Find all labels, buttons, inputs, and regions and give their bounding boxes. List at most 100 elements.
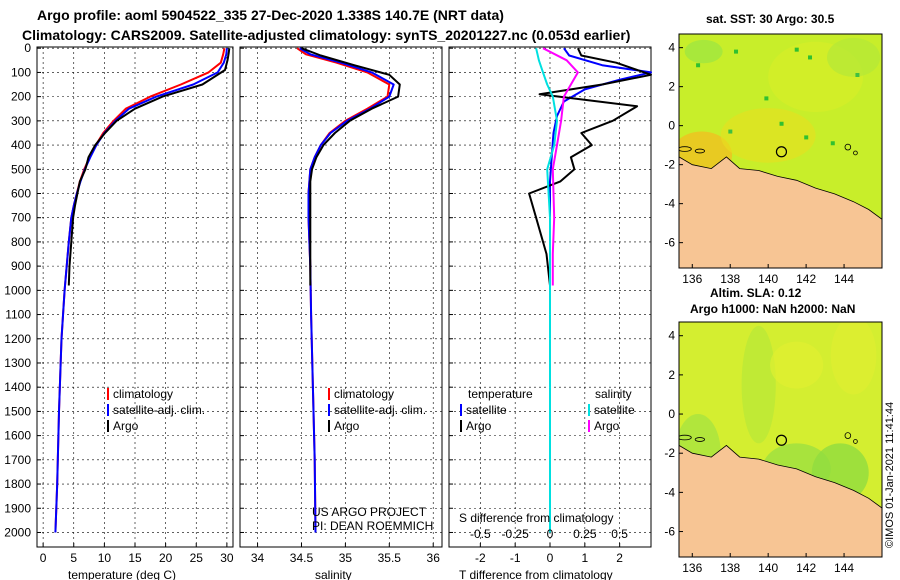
sst-map-lat-label: -2 [664,158,675,172]
depth-tick-label: 1000 [4,283,31,297]
sst-map-field-patch [826,37,881,77]
temperature-x-ticks: 0 5 10 15 20 25 30 [40,551,234,565]
legend-label: satellite [466,403,507,417]
credit-line-2: PI: DEAN ROEMMICH [312,519,433,533]
sst-map-speck [855,73,860,77]
depth-tick-label: 1100 [5,308,31,322]
sst-map-lat-label: -6 [664,236,675,250]
depth-tick-label: 1200 [4,332,31,346]
depth-tick-label: 1900 [4,501,31,515]
salinity-panel [239,46,443,548]
depth-axis: 0 100 200 300 400 500 600 700 800 900 1000 1100 1200… [4,41,31,539]
sst-map-speck [794,47,799,52]
temperature-tick-label: 0 [40,551,47,565]
sst-map-island [679,146,692,152]
sst-map-island [694,148,706,154]
difference-panel [448,46,652,548]
series-line-climatology [54,48,226,533]
height-map-lon-label: 138 [720,561,740,575]
salinity-tick-label: 34 [251,551,265,565]
height-map-field-patch [741,325,776,444]
temperature-tick-label: 30 [220,551,234,565]
temperature-tick-label: 10 [98,551,112,565]
legend-label: Argo [334,419,360,433]
sst-map-field-patch [684,39,723,64]
legend-label: Argo [466,419,492,433]
depth-tick-label: 0 [24,41,31,55]
temperature-panel [36,46,234,548]
t-diff-tick-label: 2 [616,551,623,565]
temperature-tick-label: 20 [159,551,173,565]
s-diff-label: S difference from climatology [459,511,614,525]
plot-frame [239,46,443,548]
s-diff-tick-label: -0.25 [501,527,529,541]
legend-label: climatology [113,387,173,401]
sst-map-float-marker [775,146,788,158]
depth-tick-label: 1500 [4,404,31,418]
sst-map-field-patch [720,108,816,163]
sst-map-speck [734,49,739,54]
height-map-frame [678,321,883,558]
salinity-tick-label: 35 [339,551,353,565]
depth-tick-label: 700 [11,211,31,225]
height-map-float-marker [775,434,788,446]
sst-map-speck [764,96,769,101]
sla-label: Altim. SLA: 0.12 [710,286,802,300]
sst-map-title: sat. SST: 30 Argo: 30.5 [706,12,835,26]
header-line-2: Climatology: CARS2009. Satellite-adjuste… [22,27,630,43]
legend-label: satellite-adj. clim. [113,403,205,417]
imos-timestamp: ©IMOS 01-Jan-2021 11:41:44 [884,402,896,548]
t-diff-x-ticks: -2 -1 0 1 2 [475,551,623,565]
height-map-lat-label: 0 [668,407,675,421]
temperature-tick-label: 25 [190,551,204,565]
salinity-tick-label: 35.5 [378,551,402,565]
height-map-lat-label: -6 [664,525,675,539]
height-map-lon-label: 140 [758,561,778,575]
sst-map-speck [779,121,784,126]
series-line-satellite-adj-clim- [299,47,395,533]
s-diff-x-ticks: -0.5 -0.25 0 0.25 0.5 [470,527,628,541]
h-map-title: Argo h1000: NaN h2000: NaN [690,302,855,316]
sst-map-island [844,143,852,151]
legend-label: climatology [334,387,394,401]
legend-label: satellite [594,403,635,417]
sst-map-lon-label: 142 [796,272,816,286]
sst-map-lat-label: -4 [664,197,675,211]
legend-label: Argo [594,419,620,433]
legend-title-salinity: salinity [595,387,632,401]
temperature-tick-label: 15 [128,551,142,565]
sst-map-speck [696,63,701,68]
salinity-tick-label: 36 [427,551,441,565]
height-map-island [844,432,852,439]
height-map-lon-label: 142 [796,561,816,575]
salinity-legend: climatology satellite-adj. clim. Argo US… [312,387,433,533]
credit-line-1: US ARGO PROJECT [312,505,427,519]
height-map-lon-label: 136 [682,561,702,575]
sst-map-lat-label: 2 [668,80,675,94]
temperature-x-label: temperature (deg C) [68,568,176,580]
series-line-t-argo [528,47,652,286]
s-diff-tick-label: -0.5 [470,527,491,541]
salinity-tick-label: 34.5 [290,551,314,565]
height-map-lat-label: -4 [664,485,675,499]
height-map-lon-label: 144 [834,561,854,575]
depth-tick-label: 300 [11,114,31,128]
sst-map-speck [830,141,835,146]
depth-tick-label: 400 [11,138,31,152]
legend-title-temperature: temperature [468,387,533,401]
temperature-legend: climatology satellite-adj. clim. Argo [107,387,205,433]
height-map-lat-label: -2 [664,446,675,460]
s-diff-tick-label: 0.25 [573,527,597,541]
salinity-x-label: salinity [315,568,352,580]
height-map: 4 2 0 -2 -4 -6 136 138 140 142 144 [664,321,883,575]
t-diff-tick-label: -1 [510,551,521,565]
depth-tick-label: 2000 [4,525,31,539]
height-map-land [679,444,882,557]
depth-tick-label: 900 [11,259,31,273]
depth-tick-label: 600 [11,186,31,200]
depth-tick-label: 1800 [4,477,31,491]
series-line-s-argo [542,47,579,286]
depth-tick-label: 100 [11,65,31,79]
depth-tick-label: 800 [11,235,31,249]
